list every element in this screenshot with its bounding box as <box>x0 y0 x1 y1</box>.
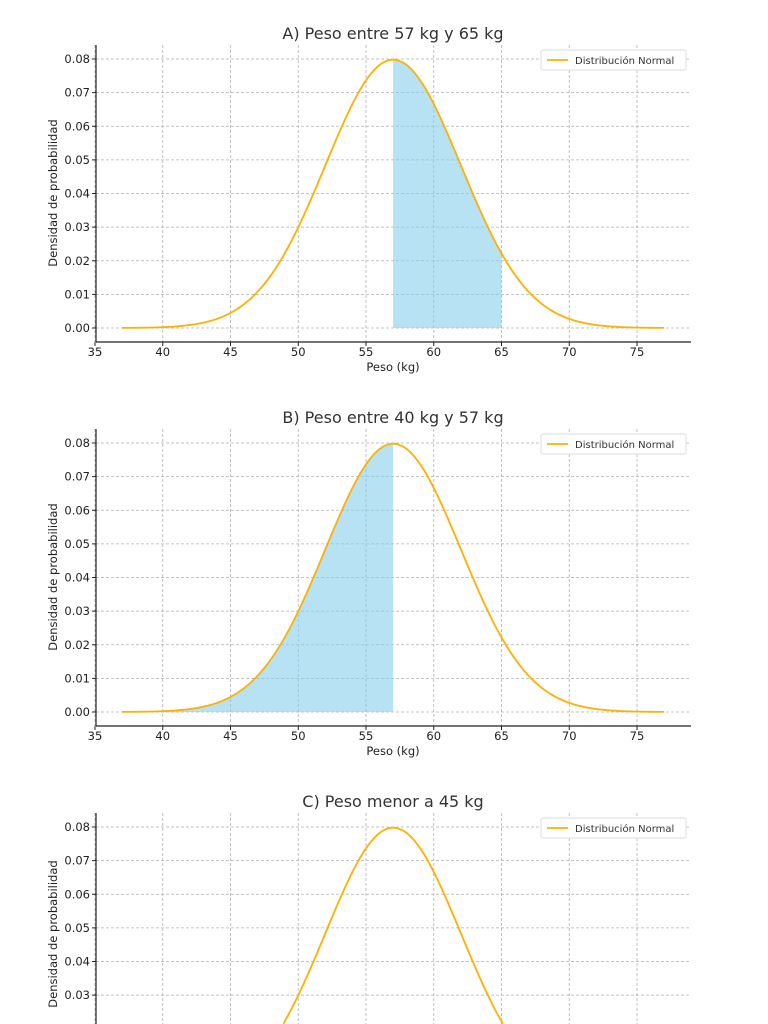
legend-box <box>540 433 687 455</box>
x-axis-label: Peso (kg) <box>366 360 419 374</box>
y-axis-label: Densidad de probabilidad <box>46 119 60 266</box>
x-tick-label: 70 <box>562 345 577 359</box>
y-tick-label: 0.03 <box>64 604 90 618</box>
shaded-area <box>393 59 502 329</box>
chart-title: C) Peso menor a 45 kg <box>302 792 483 811</box>
y-tick-label: 0.03 <box>64 988 90 1002</box>
y-tick-label: 0.02 <box>64 254 90 268</box>
y-tick-label: 0.04 <box>64 955 90 969</box>
y-tick-label: 0.01 <box>64 671 90 685</box>
legend-label: Distribución Normal <box>575 55 674 67</box>
y-tick-label: 0.04 <box>64 187 90 201</box>
legend-box <box>540 817 687 839</box>
y-tick-label: 0.02 <box>64 638 90 652</box>
y-tick-label: 0.07 <box>64 86 90 100</box>
x-axis-label: Peso (kg) <box>366 744 419 758</box>
normal-curve-line <box>122 442 665 713</box>
y-axis-label: Densidad de probabilidad <box>46 503 60 650</box>
x-tick-label: 75 <box>630 729 645 743</box>
legend-box <box>540 49 687 71</box>
y-tick-label: 0.08 <box>64 52 90 66</box>
x-tick-label: 35 <box>88 345 103 359</box>
y-tick-label: 0.08 <box>64 436 90 450</box>
y-tick-label: 0.01 <box>64 287 90 301</box>
chart-title: B) Peso entre 40 kg y 57 kg <box>282 408 503 427</box>
x-tick-label: 65 <box>494 729 509 743</box>
x-tick-label: 50 <box>291 345 306 359</box>
x-tick-label: 60 <box>426 345 441 359</box>
x-tick-label: 65 <box>494 345 509 359</box>
normal-curve-line <box>122 58 665 329</box>
x-tick-label: 35 <box>88 729 103 743</box>
x-tick-label: 40 <box>155 729 170 743</box>
legend: Distribución Normal <box>540 49 687 71</box>
x-tick-label: 45 <box>223 729 238 743</box>
y-tick-label: 0.07 <box>64 470 90 484</box>
x-tick-label: 55 <box>359 345 374 359</box>
x-tick-label: 50 <box>291 729 306 743</box>
y-tick-label: 0.04 <box>64 571 90 585</box>
legend-label: Distribución Normal <box>575 439 674 451</box>
subplot-c: C) Peso menor a 45 kg 0.03 0.04 0.05 0.06 0.0… <box>46 792 691 1024</box>
y-tick-label: 0.08 <box>64 820 90 834</box>
y-tick-label: 0.05 <box>64 153 90 167</box>
x-tick-label: 75 <box>630 345 645 359</box>
y-tick-label: 0.05 <box>64 921 90 935</box>
x-tick-label: 40 <box>155 345 170 359</box>
legend: Distribución Normal <box>540 433 687 455</box>
y-tick-label: 0.06 <box>64 119 90 133</box>
x-tick-label: 70 <box>562 729 577 743</box>
subplot-b: B) Peso entre 40 kg y 57 kg 35 40 45 50 55 60 6… <box>46 408 691 758</box>
legend: Distribución Normal <box>540 817 687 839</box>
y-tick-label: 0.00 <box>64 705 90 719</box>
y-tick-label: 0.05 <box>64 537 90 551</box>
y-tick-label: 0.07 <box>64 854 90 868</box>
shaded-area <box>162 443 394 712</box>
chart-title: A) Peso entre 57 kg y 65 kg <box>282 24 503 43</box>
x-tick-label: 60 <box>426 729 441 743</box>
normal-curve-line <box>282 826 504 1024</box>
x-tick-label: 45 <box>223 345 238 359</box>
y-tick-label: 0.06 <box>64 887 90 901</box>
x-tick-label: 55 <box>359 729 374 743</box>
y-tick-label: 0.00 <box>64 321 90 335</box>
legend-label: Distribución Normal <box>575 823 674 835</box>
y-tick-label: 0.03 <box>64 220 90 234</box>
y-axis-label: Densidad de probabilidad <box>46 860 60 1007</box>
y-tick-label: 0.06 <box>64 503 90 517</box>
subplot-a: A) Peso entre 57 kg y 65 kg 35 40 45 50 55 60 6… <box>46 24 691 374</box>
